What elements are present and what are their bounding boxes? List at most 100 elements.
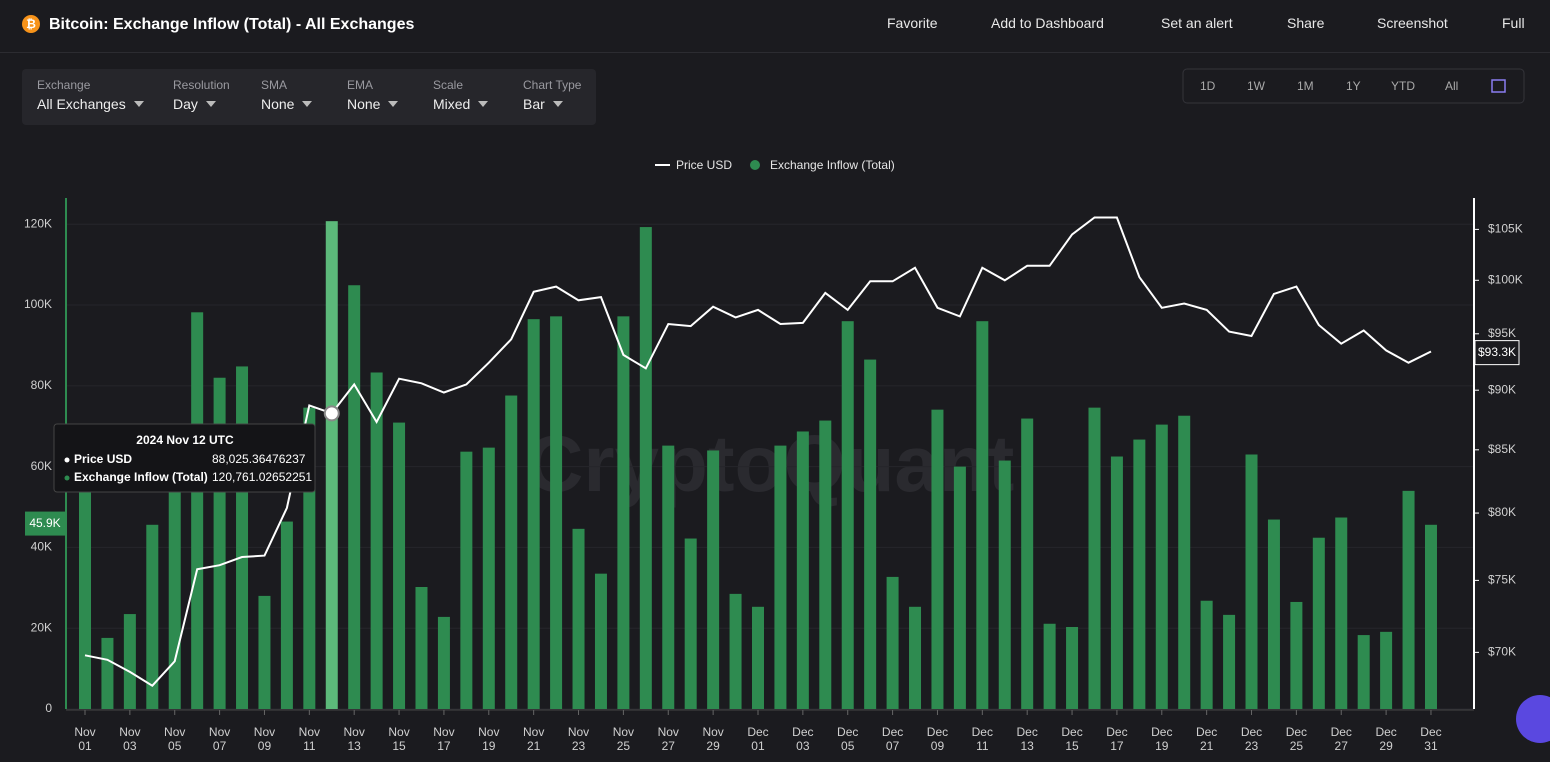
control-label: EMA: [347, 78, 374, 92]
bar: [1200, 600, 1213, 709]
y2-tick-label: $90K: [1488, 382, 1516, 396]
control-value: Mixed: [433, 96, 488, 112]
bar: [796, 431, 809, 709]
range-button[interactable]: YTD: [1391, 79, 1415, 93]
control-value: None: [261, 96, 312, 112]
x-tick-label: Dec 15: [1061, 725, 1083, 753]
control[interactable]: Resolution Day: [173, 78, 230, 112]
y2-tick-label: $80K: [1488, 505, 1516, 519]
control[interactable]: Exchange All Exchanges: [37, 78, 144, 112]
bar: [729, 593, 742, 709]
control-value: None: [347, 96, 398, 112]
bar: [1043, 623, 1056, 709]
bar: [1178, 415, 1191, 709]
header-action[interactable]: Full: [1502, 15, 1525, 31]
range-panel: [1182, 68, 1525, 104]
x-tick-label: Nov 23: [567, 725, 590, 753]
tooltip-title: 2024 Nov 12 UTC: [136, 433, 234, 447]
header-action[interactable]: Add to Dashboard: [991, 15, 1104, 31]
crosshair-box: [25, 511, 66, 536]
x-tick-label: Nov 25: [612, 725, 635, 753]
bar: [1380, 631, 1393, 709]
control-label: Exchange: [37, 78, 91, 92]
bar: [1021, 418, 1034, 709]
tooltip-dot: [64, 475, 70, 481]
bar: [79, 466, 91, 709]
y-tick-label: 20K: [31, 620, 52, 634]
y2-tick-label: $105K: [1488, 222, 1523, 236]
bar: [639, 227, 652, 710]
x-tick-label: Dec 11: [971, 725, 993, 753]
range-button[interactable]: 1W: [1247, 79, 1265, 93]
x-tick-label: Dec 17: [1106, 725, 1128, 753]
x-tick-label: Nov 05: [164, 725, 186, 753]
bar: [976, 321, 989, 709]
y-tick-label: 60K: [31, 459, 52, 473]
x-tick-label: Nov 29: [702, 725, 724, 753]
control[interactable]: EMA None: [347, 78, 398, 112]
bar: [1402, 490, 1415, 709]
range-button[interactable]: 1D: [1200, 79, 1216, 93]
bar: [123, 614, 136, 709]
y-tick-label: 120K: [24, 216, 52, 230]
range-button[interactable]: 1M: [1297, 79, 1314, 93]
tooltip-name: Exchange Inflow (Total): [74, 470, 208, 484]
bar: [370, 372, 383, 709]
divider: [0, 52, 1550, 53]
y2-tick-label: $95K: [1488, 326, 1516, 340]
header-action[interactable]: Share: [1287, 15, 1325, 31]
control[interactable]: Chart Type Bar: [523, 78, 581, 112]
bar: [751, 606, 764, 709]
header-action[interactable]: Favorite: [887, 15, 938, 31]
control-label: Chart Type: [523, 78, 582, 92]
bar: [482, 447, 495, 709]
header-action[interactable]: Set an alert: [1161, 15, 1233, 31]
control[interactable]: Scale Mixed: [433, 78, 488, 112]
control-label: Resolution: [173, 78, 230, 92]
x-tick-label: Nov 03: [119, 725, 141, 753]
bar: [415, 587, 428, 709]
bar: [168, 474, 181, 709]
x-tick-label: Nov 07: [208, 725, 231, 753]
tooltip-dot: [64, 457, 70, 463]
control[interactable]: SMA None: [261, 78, 312, 112]
x-tick-label: Dec 05: [837, 725, 859, 753]
x-tick-label: Dec 29: [1375, 725, 1397, 753]
bar: [460, 451, 473, 709]
x-tick-label: Nov 27: [657, 725, 679, 753]
bar: [1245, 454, 1258, 709]
page-title: Bitcoin: Exchange Inflow (Total) - All E…: [49, 16, 414, 33]
y2-tick-label: $70K: [1488, 645, 1516, 659]
bar: [1223, 614, 1236, 709]
bar: [1312, 537, 1325, 709]
bar: [1290, 601, 1303, 709]
bar: [1155, 424, 1168, 709]
crosshair-label: 45.9K: [29, 516, 60, 530]
bar: [594, 573, 607, 709]
bar: [437, 616, 450, 709]
bar: [505, 395, 518, 709]
legend-label: Price USD: [676, 158, 732, 172]
bar: [1424, 524, 1437, 709]
bar: [236, 366, 249, 709]
bar: [886, 576, 899, 709]
bar: [527, 319, 540, 709]
bar: [1110, 456, 1123, 709]
x-tick-label: Dec 27: [1330, 725, 1352, 753]
hover-point: [323, 405, 340, 422]
x-tick-label: Dec 19: [1151, 725, 1173, 753]
y2-tick-label: $85K: [1488, 442, 1516, 456]
btc-glyph: ₿: [26, 17, 36, 31]
x-tick-label: Nov 17: [433, 725, 455, 753]
bar: [841, 321, 854, 709]
btc-icon: [22, 15, 40, 33]
bar: [774, 445, 787, 709]
chat-button: [1516, 695, 1550, 743]
header-action[interactable]: Screenshot: [1377, 15, 1448, 31]
range-button[interactable]: 1Y: [1346, 79, 1361, 93]
bar: [1066, 626, 1079, 709]
range-button[interactable]: All: [1445, 79, 1459, 93]
y-tick-label: 40K: [31, 540, 52, 554]
bar: [258, 595, 271, 709]
bar: [393, 422, 406, 709]
